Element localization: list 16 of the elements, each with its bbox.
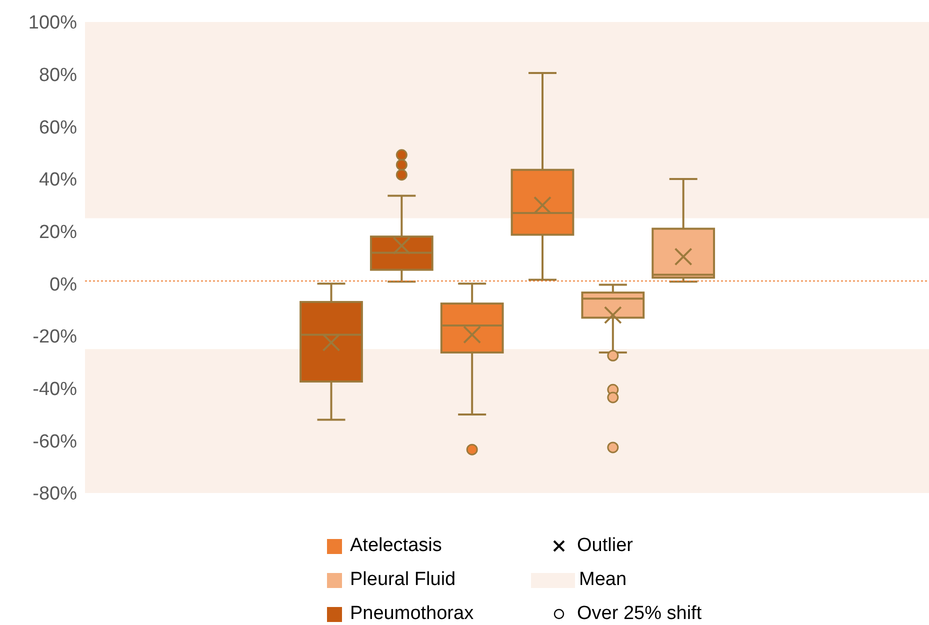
y-tick-label: 60% — [38, 117, 78, 138]
y-tick-label: -40% — [32, 379, 78, 400]
y-tick-label: 40% — [38, 170, 78, 191]
legend-label: Pneumothorax — [350, 603, 474, 625]
legend-label: Pleural Fluid — [350, 569, 456, 591]
legend-label: Mean — [579, 569, 627, 591]
y-tick-label: -20% — [32, 326, 78, 348]
text: Outlier — [577, 535, 633, 557]
y-tick-label: -60% — [32, 431, 78, 452]
y-tick-label: -80% — [32, 484, 78, 505]
y-tick-label: 0% — [50, 274, 78, 296]
y-tick-label: 100% — [28, 12, 78, 34]
y-tick-label: 80% — [38, 65, 78, 86]
legend-label: Atelectasis — [350, 535, 442, 557]
text: Over 25% shift — [577, 603, 702, 625]
y-tick-label: 20% — [38, 222, 78, 244]
